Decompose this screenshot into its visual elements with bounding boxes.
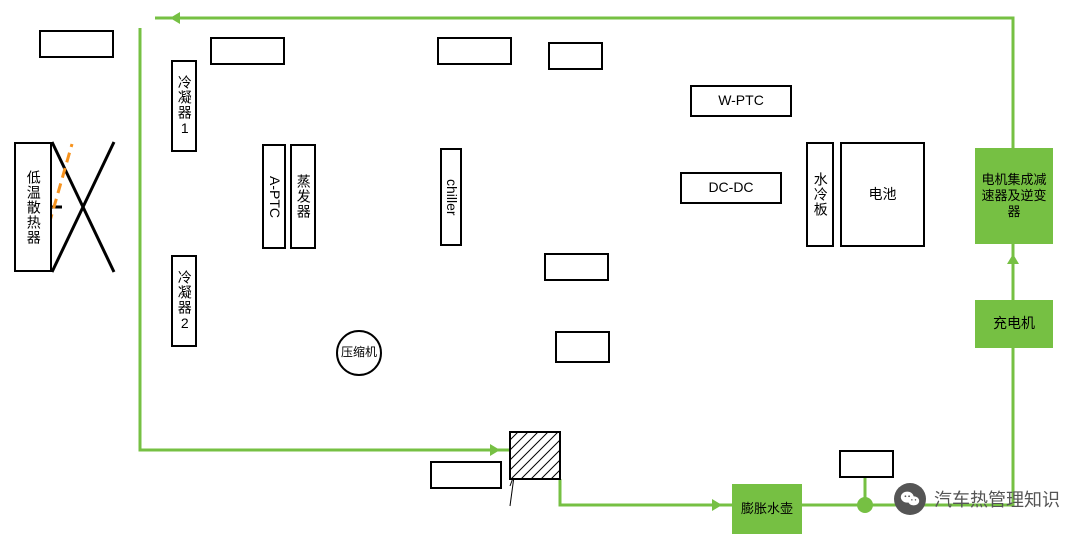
node-blank_b2 <box>839 450 894 478</box>
node-aptc: A-PTC <box>262 144 286 249</box>
node-wptc: W-PTC <box>690 85 792 117</box>
node-blank_b1 <box>430 461 502 489</box>
node-blank_tl <box>39 30 114 58</box>
node-chiller: chiller <box>440 148 462 246</box>
node-cond1: 冷凝器1 <box>171 60 197 152</box>
node-evap: 蒸发器 <box>290 144 316 249</box>
line-layer <box>0 0 1080 545</box>
thermal-diagram: 汽车热管理知识 低温散热器 冷凝器1 冷凝器2 A-PTC蒸发器 chiller W-PT… <box>0 0 1080 545</box>
node-coldplate: 水冷板 <box>806 142 834 247</box>
node-blank_t4 <box>548 42 603 70</box>
wechat-icon <box>894 483 926 515</box>
node-compressor: 压缩机 <box>336 330 382 376</box>
node-motor: 电机集成减速器及逆变器 <box>975 148 1053 244</box>
node-blank_t3 <box>437 37 512 65</box>
node-battery: 电池 <box>840 142 925 247</box>
node-blank_t2 <box>210 37 285 65</box>
node-blank_m1 <box>544 253 609 281</box>
node-expansion: 膨胀水壶 <box>732 484 802 534</box>
watermark: 汽车热管理知识 <box>894 483 1060 515</box>
node-charger: 充电机 <box>975 300 1053 348</box>
watermark-text: 汽车热管理知识 <box>934 486 1060 512</box>
node-dcdc: DC-DC <box>680 172 782 204</box>
node-blank_m2 <box>555 331 610 363</box>
node-cond2: 冷凝器2 <box>171 255 197 347</box>
node-radiator: 低温散热器 <box>14 142 52 272</box>
